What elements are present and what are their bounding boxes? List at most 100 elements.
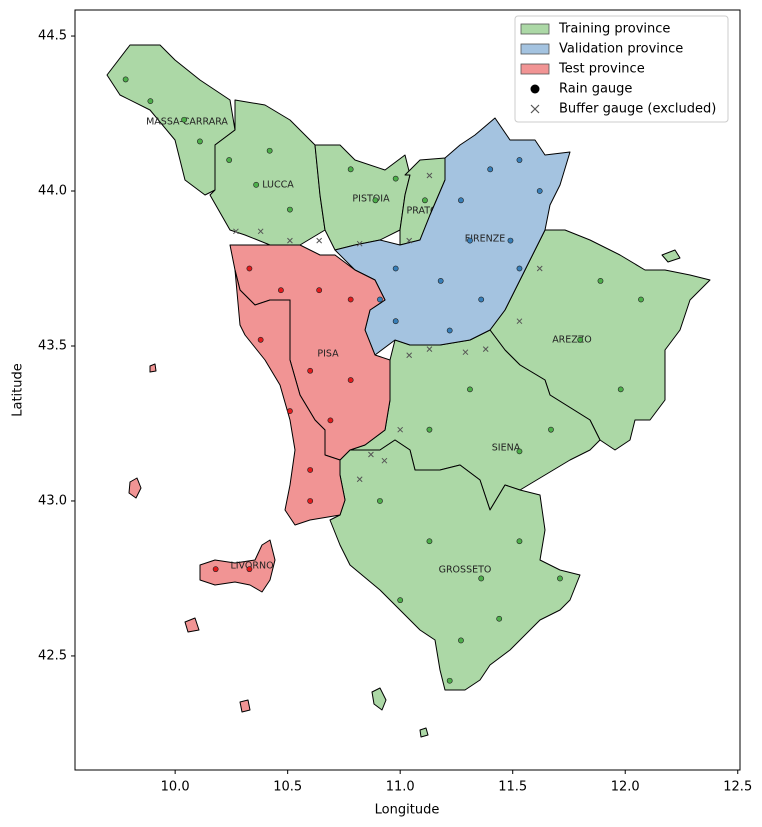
legend-marker <box>530 84 540 94</box>
legend: Training province Validation province Test… <box>514 15 729 123</box>
rain-gauge <box>147 98 154 105</box>
rain-gauge <box>246 566 253 573</box>
rain-gauge <box>246 265 253 272</box>
y-tick-label: 44.5 <box>38 29 67 44</box>
province-area <box>128 477 142 499</box>
rain-gauge <box>372 197 379 204</box>
rain-gauge <box>212 566 219 573</box>
y-tick-label: 43.0 <box>38 493 67 508</box>
province-label: SIENA <box>492 443 521 454</box>
buffer-gauge <box>397 426 404 433</box>
rain-gauge <box>426 426 433 433</box>
legend-label: Training province <box>558 22 670 37</box>
rain-gauge <box>287 206 293 213</box>
x-tick-label: 12.5 <box>723 780 752 795</box>
buffer-gauge <box>516 318 523 325</box>
rain-gauge <box>257 336 264 343</box>
rain-gauge <box>392 175 399 182</box>
rain-gauge <box>458 197 464 204</box>
rain-gauge <box>638 296 644 303</box>
rain-gauge <box>392 318 399 325</box>
province-area <box>149 363 157 373</box>
x-tick-label: 10.0 <box>161 780 190 795</box>
legend-swatch <box>520 63 550 75</box>
rain-gauge <box>307 367 314 374</box>
province-label: PISA <box>317 349 339 360</box>
buffer-gauge <box>462 349 469 356</box>
buffer-gauge <box>356 476 363 483</box>
legend-label: Rain gauge <box>559 82 632 97</box>
rain-gauge <box>577 336 584 343</box>
legend-marker <box>530 104 540 114</box>
buffer-gauge <box>287 237 293 244</box>
buffer-gauge <box>368 451 374 458</box>
province-label: PRATO <box>407 206 438 217</box>
rain-gauge <box>467 237 473 244</box>
province-area <box>184 617 200 633</box>
buffer-gauge <box>406 352 413 359</box>
rain-gauge <box>516 538 523 545</box>
rain-gauge <box>253 181 260 188</box>
rain-gauge <box>347 377 354 383</box>
legend-box <box>514 15 729 123</box>
province-label: LIVORNO <box>230 561 273 572</box>
rain-gauge <box>516 157 523 163</box>
rain-gauge <box>516 265 523 272</box>
legend-label: Buffer gauge (excluded) <box>559 102 716 117</box>
legend-swatch <box>520 23 550 35</box>
buffer-gauge <box>482 346 489 352</box>
buffer-gauge <box>381 457 388 464</box>
rain-gauge <box>397 597 404 604</box>
rain-gauge <box>392 265 399 272</box>
province-label: PISTOIA <box>352 194 390 205</box>
rain-gauge <box>307 498 314 504</box>
rain-gauge <box>557 575 563 582</box>
rain-gauge <box>597 277 604 284</box>
buffer-gauge <box>257 228 264 235</box>
rain-gauge <box>327 417 334 424</box>
y-tick-label: 42.5 <box>38 648 67 663</box>
rain-gauge <box>446 327 453 334</box>
rain-gauge <box>478 575 485 582</box>
rain-gauge <box>181 116 188 123</box>
province-area <box>329 439 581 691</box>
x-tick-label: 10.5 <box>273 780 302 795</box>
rain-gauge <box>487 166 494 173</box>
legend-label: Validation province <box>559 42 683 57</box>
rain-gauge <box>446 677 453 684</box>
x-tick-label: 11.0 <box>386 780 415 795</box>
x-tick-label: 12.0 <box>611 780 640 795</box>
province-label: GROSSETO <box>439 565 492 576</box>
gauges <box>122 76 644 684</box>
rain-gauge <box>458 637 464 644</box>
y-tick-label: 43.5 <box>38 338 67 353</box>
rain-gauge <box>377 296 383 303</box>
y-tick-label: 44.0 <box>38 184 67 199</box>
province-area <box>199 539 276 593</box>
rain-gauge <box>347 166 354 173</box>
province-label: LUCCA <box>262 180 294 191</box>
province-area <box>239 699 251 713</box>
province-area <box>234 269 346 526</box>
rain-gauge <box>548 426 554 433</box>
rain-gauge <box>122 76 129 83</box>
province-label: AREZZO <box>552 335 592 346</box>
legend-swatch <box>520 43 550 55</box>
buffer-gauge <box>406 237 413 244</box>
rain-gauge <box>478 296 485 303</box>
buffer-gauge <box>233 228 239 235</box>
axes: 10.0 10.5 11.0 11.5 12.0 12.5 42.5 43.0 43.5 44.0… <box>38 29 752 795</box>
rain-gauge <box>316 287 323 294</box>
rain-gauge <box>266 147 273 154</box>
province-area <box>419 727 429 738</box>
province-area <box>371 687 387 711</box>
province-area <box>661 249 681 263</box>
province-label: FIRENZE <box>465 234 506 245</box>
x-tick-label: 11.5 <box>498 780 527 795</box>
rain-gauge <box>496 615 503 622</box>
buffer-gauge <box>356 240 363 247</box>
rain-gauge <box>516 448 523 455</box>
rain-gauge <box>278 287 284 294</box>
provinces: MASSA-CARRARA LUCCA PISTOIA PRATO AREZZO SIEN… <box>106 44 711 738</box>
